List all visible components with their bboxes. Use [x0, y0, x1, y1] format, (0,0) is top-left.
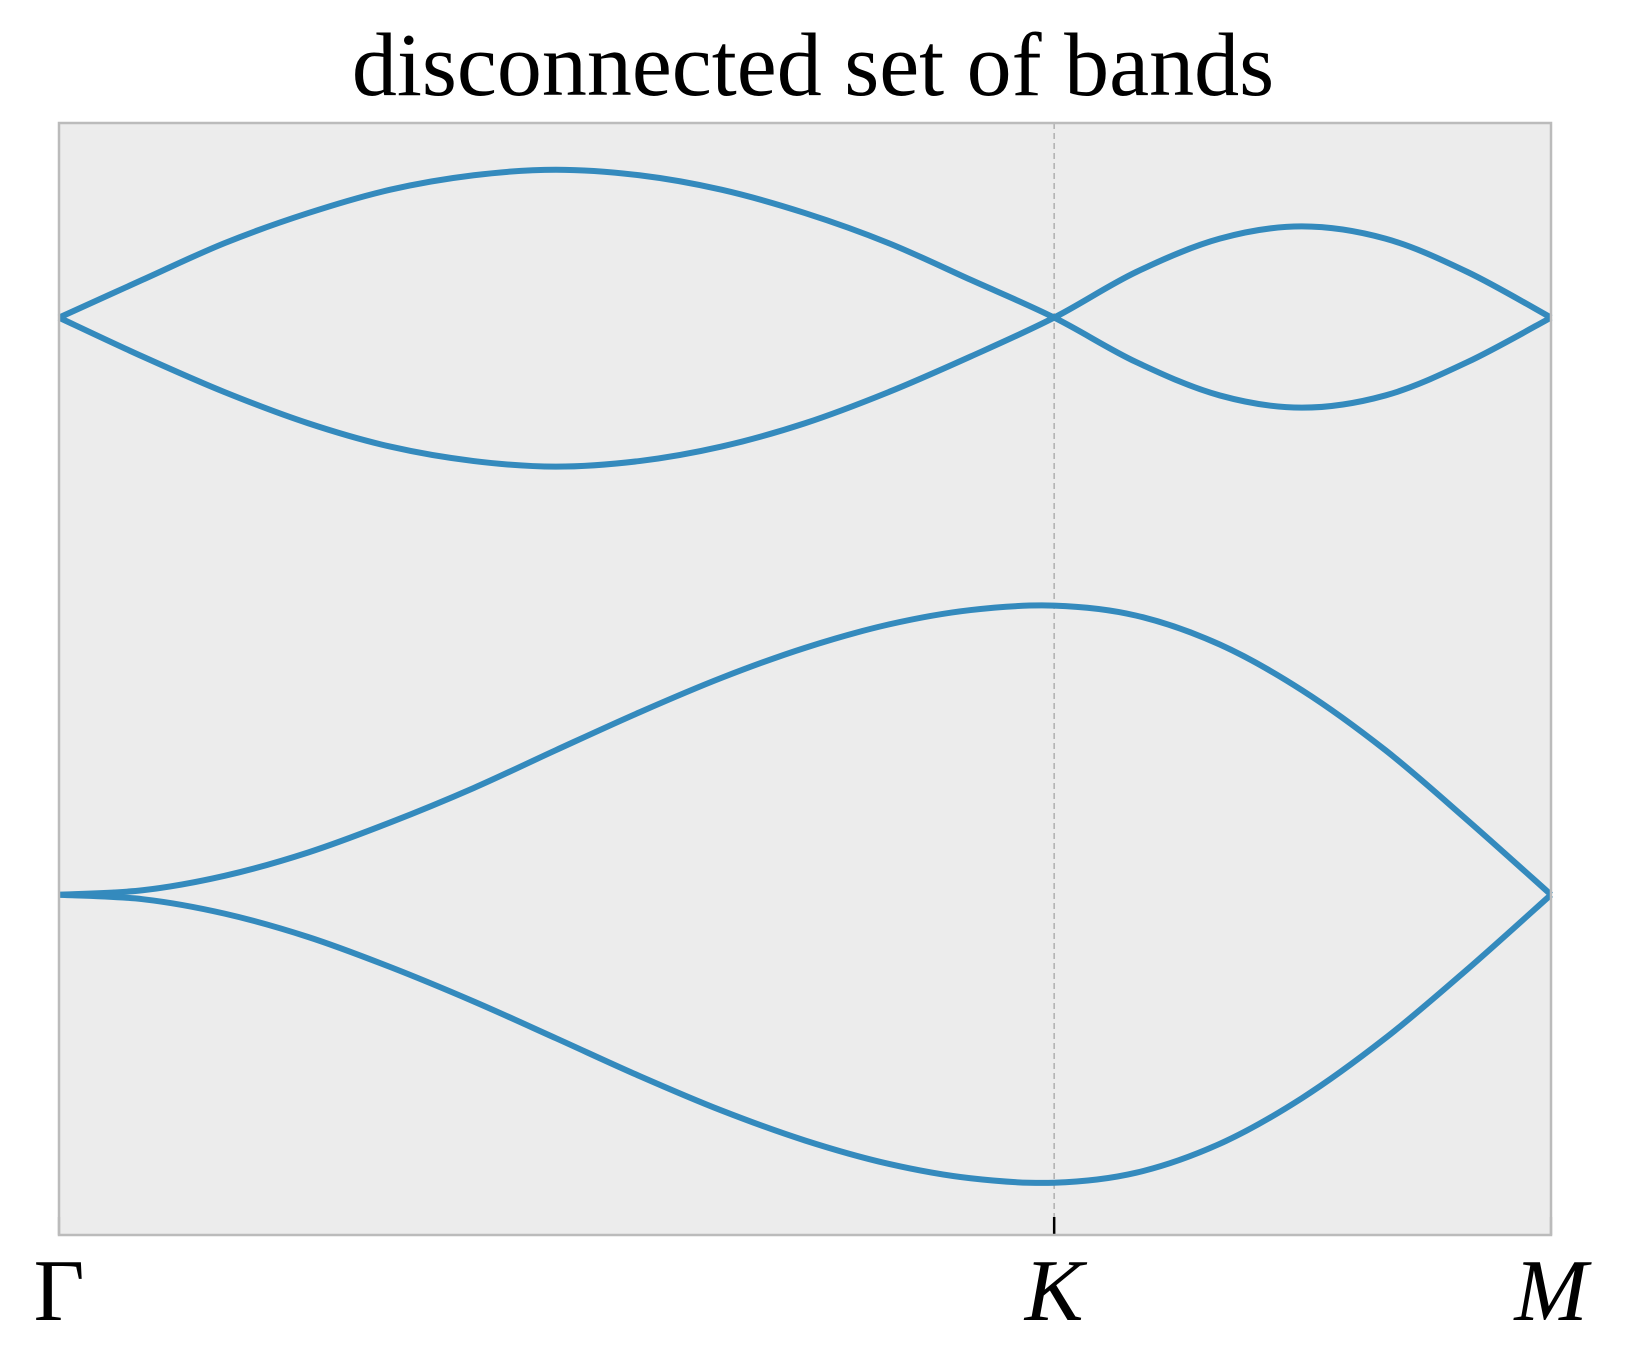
plot-background	[59, 123, 1551, 1235]
plot-frame	[57, 121, 1553, 1237]
band-line	[58, 891, 1553, 1186]
x-tick-label: K	[1023, 1243, 1088, 1340]
band-line	[57, 223, 1553, 470]
x-tick-label: M	[1512, 1243, 1592, 1340]
band-line	[58, 602, 1553, 898]
band-line	[57, 166, 1553, 411]
chart-title: disconnected set of bands	[352, 16, 1274, 115]
x-tick-label: Γ	[34, 1243, 85, 1340]
